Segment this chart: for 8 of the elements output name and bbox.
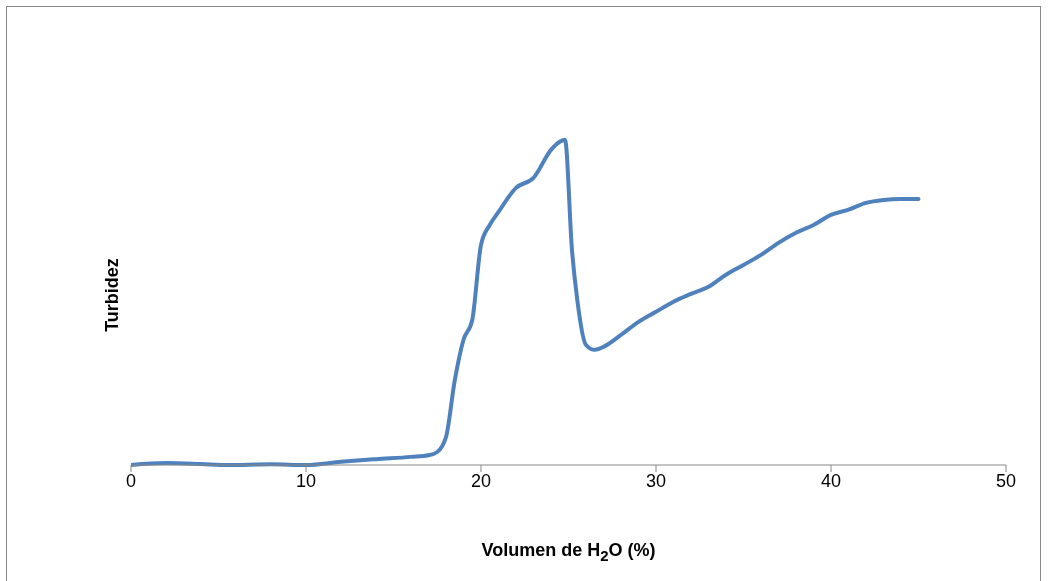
x-tick-label: 10	[295, 470, 317, 491]
x-axis-title: Volumen de H$_{2}$O (%)	[480, 540, 657, 564]
x-tick-label: 0	[125, 470, 137, 491]
x-tick-label: 40	[820, 470, 842, 491]
x-tick-label: 50	[995, 470, 1017, 491]
y-axis-title: Turbidez	[101, 258, 123, 332]
x-tick-label: 20	[470, 470, 492, 491]
x-tick-label: 30	[645, 470, 667, 491]
